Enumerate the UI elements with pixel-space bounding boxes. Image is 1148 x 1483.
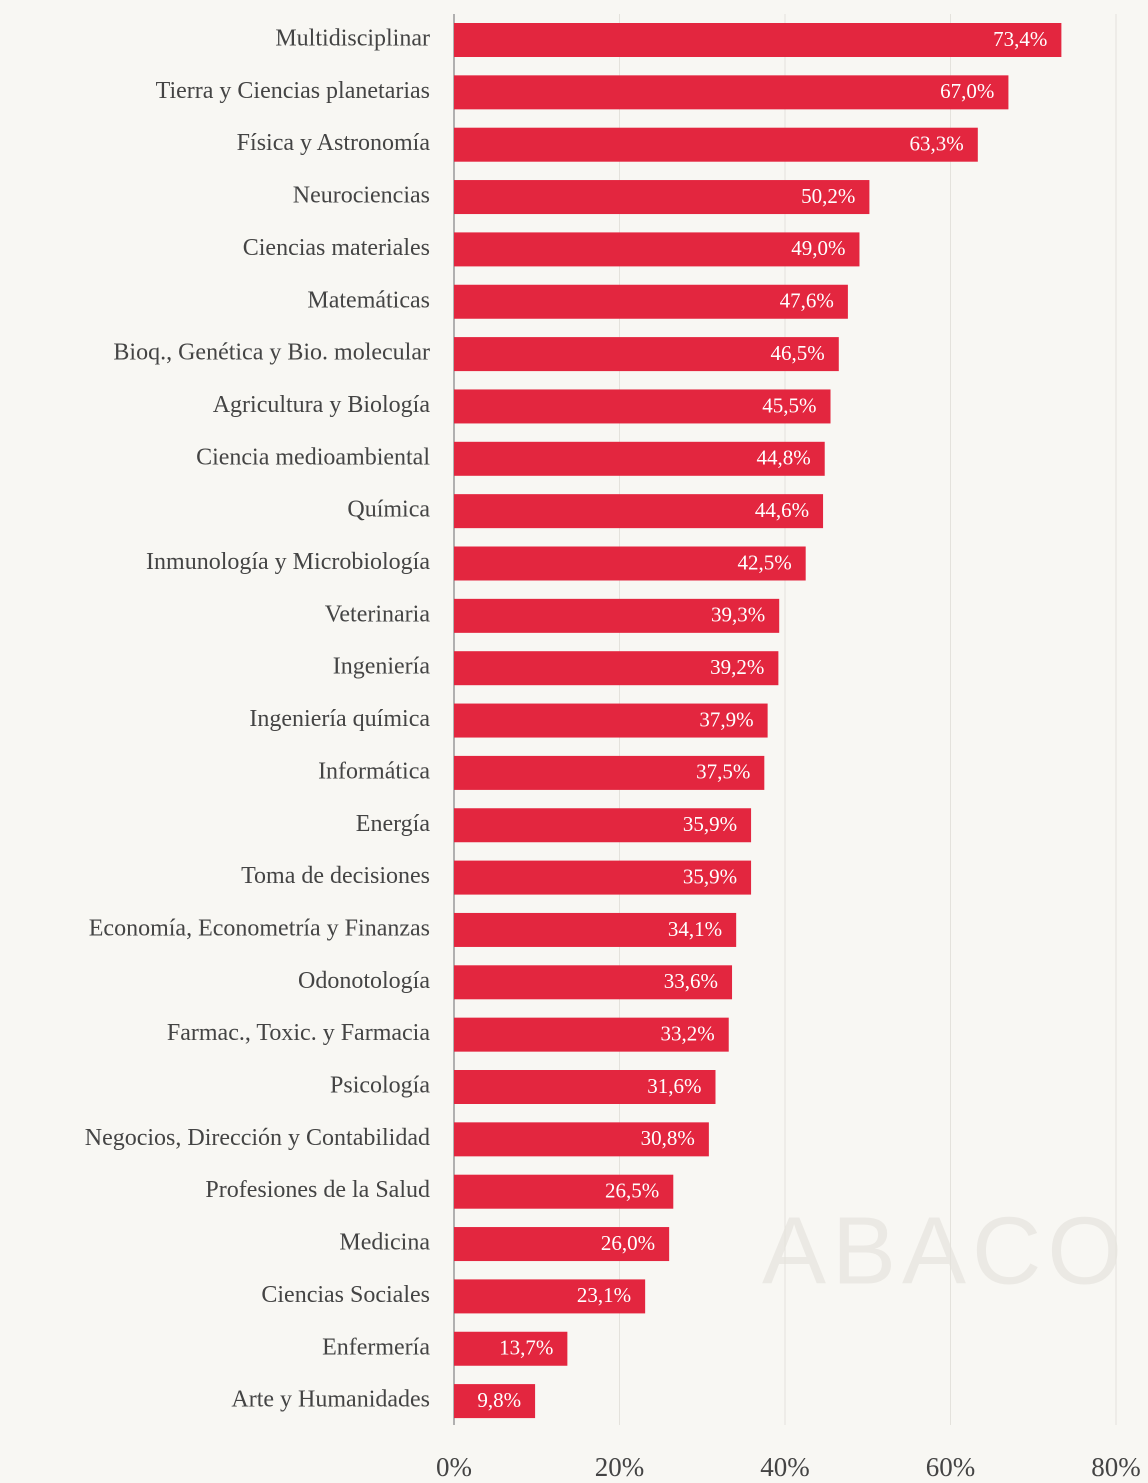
bar	[454, 546, 806, 581]
value-label: 9,8%	[477, 1388, 521, 1412]
value-label: 33,2%	[660, 1021, 714, 1045]
bar	[454, 860, 752, 895]
value-label: 35,9%	[683, 864, 737, 888]
bar	[454, 23, 1062, 57]
value-label: 37,5%	[696, 760, 750, 784]
value-label: 46,5%	[771, 341, 825, 365]
bar	[454, 232, 860, 267]
bar	[454, 337, 839, 372]
bar	[454, 1384, 536, 1419]
bar	[454, 912, 737, 947]
value-label: 26,0%	[601, 1231, 655, 1255]
bar	[454, 389, 831, 424]
value-label: 50,2%	[801, 184, 855, 208]
bar	[454, 1122, 709, 1157]
y-tick-label: Toma de decisiones	[241, 863, 430, 889]
y-tick-label: Negocios, Dirección y Contabilidad	[85, 1125, 430, 1151]
value-label: 33,6%	[664, 969, 718, 993]
y-tick-label: Medicina	[339, 1230, 430, 1256]
y-tick-label: Neurociencias	[293, 183, 430, 209]
bar	[454, 494, 824, 529]
y-tick-label: Física y Astronomía	[237, 130, 431, 156]
value-label: 26,5%	[605, 1179, 659, 1203]
value-label: 39,3%	[711, 603, 765, 627]
value-label: 73,4%	[993, 27, 1047, 51]
bar	[454, 808, 752, 843]
y-tick-label: Ciencias Sociales	[261, 1282, 430, 1308]
bar	[454, 1070, 716, 1104]
value-label: 63,3%	[910, 132, 964, 156]
value-label: 44,6%	[755, 498, 809, 522]
bar	[454, 75, 1009, 110]
value-label: 34,1%	[668, 917, 722, 941]
bar	[454, 1174, 674, 1209]
value-label: 45,5%	[762, 393, 816, 417]
y-tick-label: Psicología	[330, 1073, 430, 1099]
bar	[454, 598, 780, 633]
y-tick-label: Ingeniería química	[249, 706, 430, 732]
value-label: 42,5%	[737, 550, 791, 574]
x-tick-label: 0%	[436, 1452, 472, 1482]
y-tick-label: Inmunología y Microbiología	[146, 549, 430, 575]
y-tick-label: Arte y Humanidades	[231, 1387, 430, 1413]
x-tick-label: 40%	[760, 1452, 810, 1482]
value-label: 47,6%	[780, 289, 834, 313]
value-label: 35,9%	[683, 812, 737, 836]
value-label: 49,0%	[791, 236, 845, 260]
value-label: 67,0%	[940, 79, 994, 103]
bar	[454, 127, 978, 162]
bar	[454, 441, 825, 476]
y-tick-label: Odonotología	[298, 968, 430, 994]
x-tick-label: 60%	[926, 1452, 976, 1482]
bar	[454, 1331, 568, 1366]
y-tick-label: Ciencias materiales	[243, 235, 430, 261]
value-label: 31,6%	[647, 1074, 701, 1098]
value-label: 44,8%	[756, 446, 810, 470]
value-label: 13,7%	[499, 1336, 553, 1360]
y-tick-label: Economía, Econometría y Finanzas	[89, 915, 430, 941]
y-tick-label: Tierra y Ciencias planetarias	[156, 78, 430, 104]
value-label: 37,9%	[699, 707, 753, 731]
bar	[454, 1017, 729, 1052]
y-tick-label: Farmac., Toxic. y Farmacia	[167, 1020, 430, 1046]
x-tick-label: 80%	[1091, 1452, 1141, 1482]
x-tick-label: 20%	[595, 1452, 645, 1482]
y-tick-label: Ingeniería	[333, 654, 431, 680]
y-tick-label: Energía	[356, 811, 431, 837]
y-tick-label: Bioq., Genética y Bio. molecular	[113, 340, 430, 366]
value-label: 23,1%	[577, 1283, 631, 1307]
bar	[454, 1279, 646, 1314]
y-tick-label: Química	[347, 497, 430, 523]
y-tick-label: Agricultura y Biología	[213, 392, 431, 418]
y-tick-label: Ciencia medioambiental	[196, 444, 430, 470]
bar	[454, 755, 765, 790]
watermark: ABACO	[762, 1197, 1128, 1304]
bar	[454, 651, 779, 686]
bar	[454, 1227, 670, 1262]
y-tick-label: Informática	[318, 758, 430, 784]
bar	[454, 180, 870, 215]
y-tick-label: Enfermería	[322, 1334, 430, 1360]
y-tick-label: Multidisciplinar	[275, 26, 430, 52]
y-tick-label: Matemáticas	[307, 287, 430, 313]
bar	[454, 703, 768, 738]
value-label: 39,2%	[710, 655, 764, 679]
bar	[454, 965, 733, 1000]
y-tick-label: Veterinaria	[325, 601, 431, 627]
y-tick-label: Profesiones de la Salud	[205, 1177, 430, 1203]
bar	[454, 284, 848, 319]
value-label: 30,8%	[641, 1126, 695, 1150]
